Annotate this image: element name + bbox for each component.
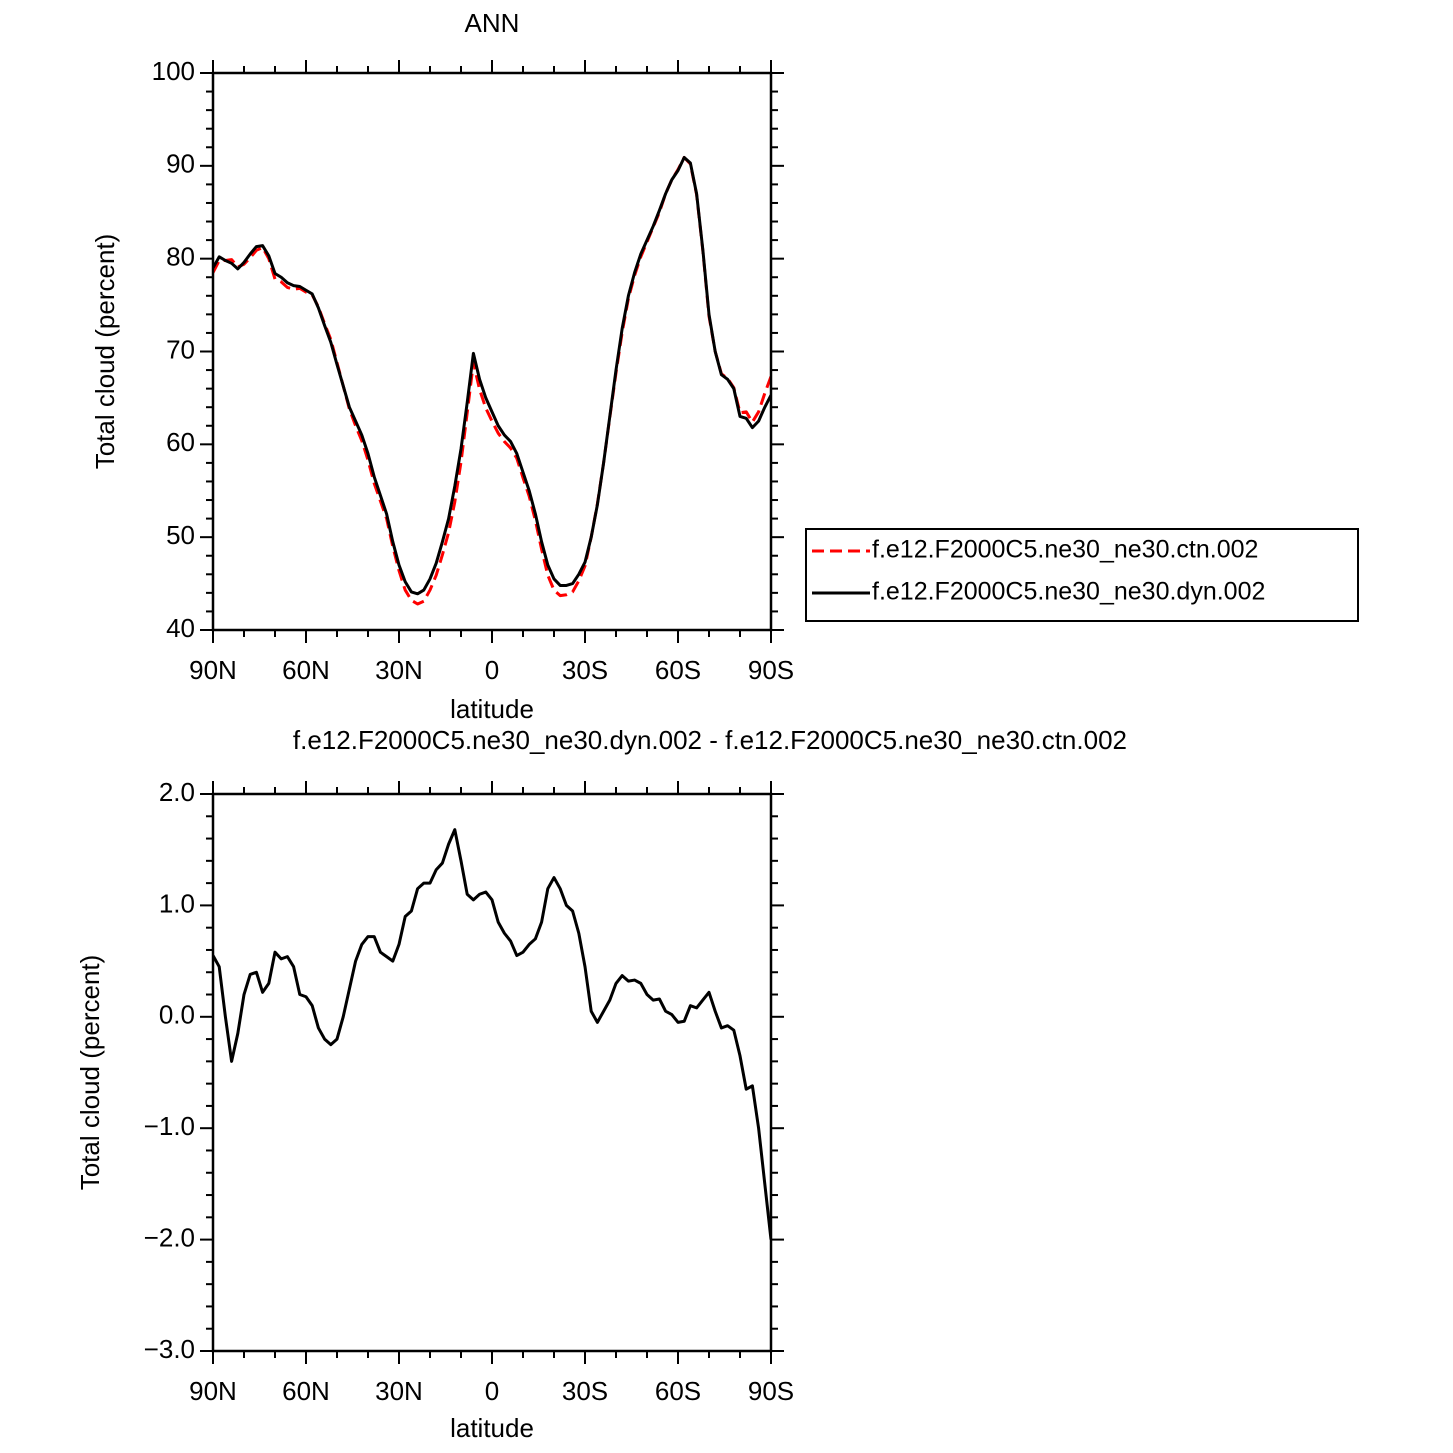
x-axis-label: latitude	[450, 694, 534, 724]
y-tick-label: 100	[152, 56, 195, 86]
panel: f.e12.F2000C5.ne30_ne30.dyn.002 - f.e12.…	[75, 725, 1127, 1443]
x-tick-label: 60S	[655, 655, 701, 685]
x-tick-label: 90S	[748, 655, 794, 685]
y-tick-label: 0.0	[159, 1000, 195, 1030]
legend-text: f.e12.F2000C5.ne30_ne30.ctn.002	[872, 536, 1258, 564]
x-tick-label: 60N	[282, 655, 330, 685]
y-tick-label: 80	[166, 242, 195, 272]
y-tick-label: 70	[166, 334, 195, 364]
chart-title: ANN	[465, 8, 520, 38]
x-axis-label: latitude	[450, 1413, 534, 1443]
y-axis-label: Total cloud (percent)	[75, 955, 105, 1191]
x-tick-label: 60N	[282, 1376, 330, 1406]
x-tick-label: 30N	[375, 1376, 423, 1406]
y-tick-label: −2.0	[144, 1222, 195, 1252]
x-tick-label: 0	[485, 1376, 499, 1406]
data-line	[213, 155, 771, 606]
y-tick-label: 1.0	[159, 888, 195, 918]
y-axis-label: Total cloud (percent)	[90, 234, 120, 470]
y-tick-label: −3.0	[144, 1334, 195, 1364]
y-tick-label: −1.0	[144, 1111, 195, 1141]
x-tick-label: 30S	[562, 655, 608, 685]
x-tick-label: 30S	[562, 1376, 608, 1406]
x-tick-label: 60S	[655, 1376, 701, 1406]
data-line	[213, 828, 771, 1240]
x-tick-label: 0	[485, 655, 499, 685]
data-line	[213, 155, 771, 596]
y-tick-label: 50	[166, 520, 195, 550]
x-tick-label: 90S	[748, 1376, 794, 1406]
chart-title: f.e12.F2000C5.ne30_ne30.dyn.002 - f.e12.…	[293, 725, 1127, 755]
y-tick-label: 90	[166, 149, 195, 179]
plot-frame	[211, 71, 773, 632]
y-tick-label: 60	[166, 427, 195, 457]
y-tick-label: 40	[166, 613, 195, 643]
plot-frame	[211, 792, 773, 1353]
y-tick-label: 2.0	[159, 777, 195, 807]
x-tick-label: 30N	[375, 655, 423, 685]
legend-text: f.e12.F2000C5.ne30_ne30.dyn.002	[872, 578, 1265, 606]
x-tick-label: 90N	[189, 1376, 237, 1406]
x-tick-label: 90N	[189, 655, 237, 685]
legend-box	[805, 528, 1359, 622]
panel: ANN latitude Total cloud (percent) 90N 60N 30…	[90, 8, 1359, 724]
